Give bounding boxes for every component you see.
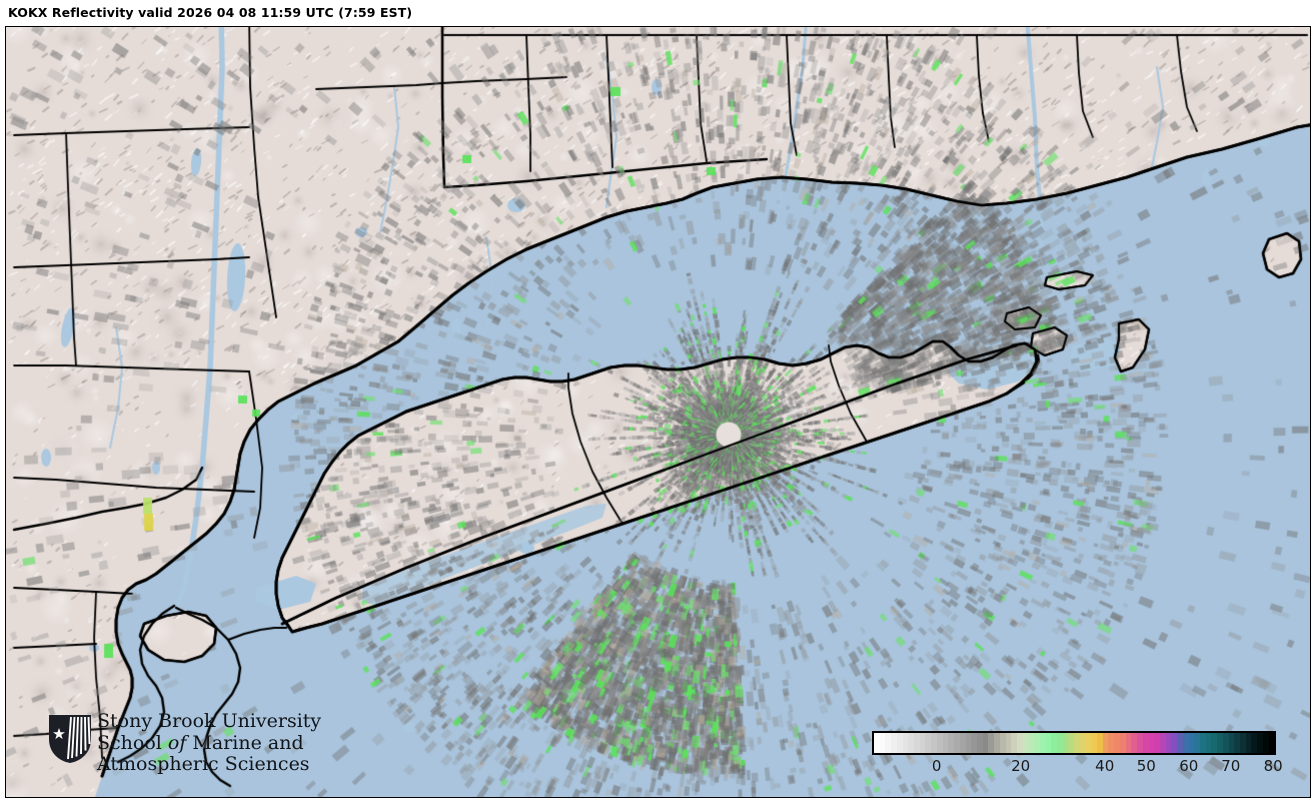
colorbar-segment [1199, 733, 1206, 753]
colorbar-segment [1159, 733, 1166, 753]
colorbar-segment [1182, 733, 1189, 753]
colorbar-segment [1045, 733, 1052, 753]
colorbar-segment [1257, 733, 1263, 753]
colorbar-segment [1125, 733, 1132, 753]
colorbar-segment [1114, 733, 1120, 753]
colorbar-segment [1228, 733, 1235, 753]
colorbar-segment [874, 733, 880, 753]
colorbar-segment [1211, 733, 1218, 753]
colorbar-segment [1131, 733, 1138, 753]
colorbar-segment [1091, 733, 1098, 753]
colorbar-legend: 0 20 40 50 60 70 80 [872, 731, 1283, 793]
colorbar-segment [1108, 733, 1115, 753]
colorbar-segment [1171, 733, 1178, 753]
colorbar-segment [879, 733, 886, 753]
colorbar-segment [1234, 733, 1240, 753]
colorbar-segment [1137, 733, 1143, 753]
colorbar-segment [1194, 733, 1200, 753]
radar-map-canvas[interactable] [6, 27, 1310, 797]
colorbar-segment [1119, 733, 1126, 753]
colorbar-segment [936, 733, 943, 753]
colorbar-segment [994, 733, 1000, 753]
colorbar-segment [902, 733, 909, 753]
colorbar-segment [1154, 733, 1160, 753]
colorbar-segment [982, 733, 989, 753]
colorbar-segment [1245, 733, 1252, 753]
colorbar-tick: 50 [1136, 757, 1156, 775]
colorbar-segment [896, 733, 903, 753]
colorbar-segment [1142, 733, 1149, 753]
colorbar-segment [1062, 733, 1069, 753]
colorbar-segment [1051, 733, 1057, 753]
colorbar-tick: 70 [1221, 757, 1241, 775]
colorbar-segment [1022, 733, 1029, 753]
colorbar-segment [959, 733, 966, 753]
colorbar-segment [925, 733, 932, 753]
colorbar-segment [1005, 733, 1012, 753]
colorbar-segment [908, 733, 915, 753]
colorbar-segment [1251, 733, 1258, 753]
colorbar-segment [1057, 733, 1063, 753]
colorbar-segment [1011, 733, 1017, 753]
colorbar-tick: 0 [931, 757, 942, 775]
colorbar-segment [1039, 733, 1046, 753]
colorbar-segment [1177, 733, 1183, 753]
colorbar-segment [1268, 733, 1275, 753]
colorbar-segment [1240, 733, 1246, 753]
colorbar-segment [914, 733, 920, 753]
colorbar-segment [971, 733, 977, 753]
colorbar-segment [891, 733, 897, 753]
colorbar-segment [1188, 733, 1195, 753]
colorbar-segment [1016, 733, 1023, 753]
colorbar-segment [1097, 733, 1103, 753]
colorbar-segment [931, 733, 937, 753]
colorbar-segment [988, 733, 995, 753]
colorbar-gradient [872, 731, 1276, 755]
colorbar-segment [976, 733, 983, 753]
colorbar-segment [1205, 733, 1212, 753]
colorbar-tick: 60 [1179, 757, 1199, 775]
colorbar-tick: 80 [1263, 757, 1283, 775]
colorbar-segment [1074, 733, 1080, 753]
colorbar-segment [954, 733, 960, 753]
colorbar-segment [1262, 733, 1269, 753]
header-bar: KOKX Reflectivity valid 2026 04 08 11:59… [0, 0, 1316, 26]
colorbar-segment [885, 733, 892, 753]
colorbar-segment [999, 733, 1006, 753]
colorbar-segment [1165, 733, 1172, 753]
colorbar-tick: 40 [1095, 757, 1115, 775]
colorbar-segment [1148, 733, 1155, 753]
colorbar-segment [942, 733, 949, 753]
colorbar-segment [1102, 733, 1109, 753]
colorbar-segment [1034, 733, 1040, 753]
colorbar-segment [1222, 733, 1229, 753]
colorbar-segment [965, 733, 972, 753]
colorbar-segment [1085, 733, 1092, 753]
colorbar-segment [1079, 733, 1086, 753]
colorbar-segment [1068, 733, 1075, 753]
colorbar-segment [1028, 733, 1035, 753]
colorbar-tick-labels: 0 20 40 50 60 70 80 [872, 757, 1283, 781]
colorbar-segment [919, 733, 926, 753]
map-frame[interactable]: Stony Brook University School of Marine … [5, 26, 1311, 798]
colorbar-segment [948, 733, 955, 753]
page-title: KOKX Reflectivity valid 2026 04 08 11:59… [8, 5, 413, 20]
colorbar-segment [1217, 733, 1223, 753]
colorbar-tick: 20 [1011, 757, 1031, 775]
